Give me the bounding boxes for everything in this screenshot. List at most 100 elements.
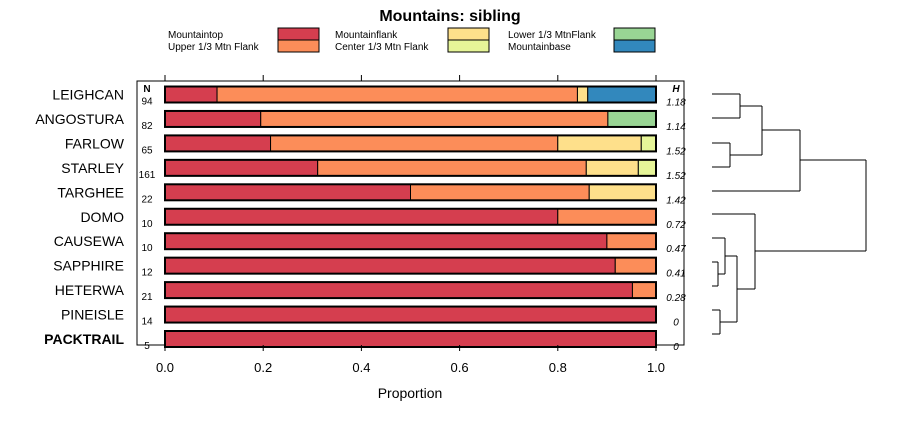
n-value: 14 — [141, 317, 153, 328]
row-label: PINEISLE — [61, 307, 124, 323]
bar-row: DOMO 10 0.72 — [80, 207, 686, 231]
h-value: 1.52 — [666, 146, 686, 157]
legend-swatch — [613, 27, 656, 41]
bar-row: TARGHEE 22 1.42 — [57, 183, 686, 206]
bar-segment — [164, 110, 262, 128]
bar-segment — [164, 257, 616, 275]
bar-outline — [164, 232, 657, 251]
n-value: 21 — [141, 292, 153, 303]
bar-outline — [164, 305, 657, 324]
legend-swatch — [277, 39, 320, 53]
bar-row: PINEISLE 14 0 — [61, 305, 679, 329]
bar-outline — [164, 109, 657, 128]
bar-outline — [164, 330, 657, 348]
bar-row: STARLEY 161 1.52 — [61, 158, 686, 182]
bar-segment — [588, 183, 657, 201]
h-value: 1.52 — [666, 171, 686, 182]
bar-row: ANGOSTURA 82 1.14 — [35, 109, 686, 133]
h-value: 0.47 — [666, 244, 686, 255]
x-axis-label: Proportion — [378, 385, 443, 401]
row-label: FARLOW — [65, 135, 125, 151]
bar-row: LEIGHCAN 94 1.18 — [52, 85, 686, 109]
n-value: 10 — [141, 243, 153, 254]
bar-outline — [164, 207, 657, 226]
bar-segment — [410, 183, 590, 201]
bar-row: CAUSEWA 10 0.47 — [54, 232, 686, 255]
x-tick-label: 0.8 — [549, 360, 567, 375]
dendrogram — [712, 93, 867, 335]
bar-segment — [164, 330, 657, 348]
bar-segment — [557, 134, 642, 152]
x-tick-label: 0.0 — [156, 360, 174, 375]
row-label: HETERWA — [55, 282, 125, 298]
bar-outline — [164, 256, 657, 275]
legend-swatch — [613, 39, 656, 53]
bar-segment — [637, 159, 657, 177]
bar-segment — [585, 159, 639, 177]
bar-segment — [614, 257, 657, 275]
bar-row: SAPPHIRE 12 0.41 — [53, 256, 686, 280]
bar-row: FARLOW 65 1.52 — [65, 134, 686, 157]
bar-row: PACKTRAIL 5 0 — [44, 330, 679, 353]
bar-segment — [216, 86, 578, 103]
legend-label: Mountaintop — [168, 30, 223, 41]
h-value: 1.14 — [666, 122, 686, 133]
bar-segment — [164, 281, 633, 299]
x-tick-label: 0.4 — [352, 360, 370, 375]
legend-label: Center 1/3 Mtn Flank — [335, 42, 429, 53]
bar-segment — [317, 159, 587, 177]
bar-segment — [587, 86, 657, 103]
h-value: 0.28 — [666, 293, 686, 304]
row-label: ANGOSTURA — [35, 111, 124, 127]
bar-outline — [164, 281, 657, 300]
bar-segment — [631, 281, 657, 299]
x-tick-label: 0.2 — [254, 360, 272, 375]
bar-outline — [164, 158, 657, 177]
bar-segment — [164, 183, 411, 201]
legend-swatch — [277, 27, 320, 41]
legend-swatch — [447, 27, 490, 41]
h-value: 0 — [673, 342, 679, 353]
x-tick-label: 1.0 — [647, 360, 665, 375]
chart-title: Mountains: sibling — [379, 8, 520, 25]
n-value: 10 — [141, 219, 153, 230]
legend-label: Upper 1/3 Mtn Flank — [168, 42, 260, 53]
row-label: CAUSEWA — [54, 233, 125, 249]
bar-segment — [270, 134, 559, 152]
bar-outline — [164, 183, 657, 202]
bar-segment — [164, 159, 319, 177]
bar-segment — [260, 110, 609, 128]
legend-swatch — [447, 39, 490, 53]
n-value: 94 — [141, 97, 153, 108]
bar-row: HETERWA 21 0.28 — [55, 281, 686, 304]
bar-segment — [607, 110, 657, 128]
bar-segment — [576, 86, 589, 103]
legend-label: Lower 1/3 MtnFlank — [508, 30, 597, 41]
h-value: 1.42 — [666, 195, 686, 206]
h-value: 0.41 — [666, 269, 685, 280]
n-column-header: N — [143, 84, 150, 95]
bar-outline — [164, 85, 657, 104]
bar-segment — [640, 134, 657, 152]
bar-segment — [164, 232, 608, 250]
row-label: PACKTRAIL — [44, 331, 124, 347]
x-tick-label: 0.6 — [451, 360, 469, 375]
h-column-header: H — [672, 84, 680, 95]
bar-segment — [164, 134, 272, 152]
legend-label: Mountainbase — [508, 42, 571, 53]
x-axis: 0.0 0.2 0.4 0.6 0.8 1.0 — [156, 345, 665, 375]
h-value: 1.18 — [666, 98, 686, 109]
bar-outline — [164, 134, 657, 153]
n-value: 22 — [141, 194, 153, 205]
row-label: LEIGHCAN — [52, 87, 124, 103]
n-value: 161 — [139, 170, 156, 181]
bar-segment — [164, 208, 559, 226]
n-value: 82 — [141, 121, 153, 132]
h-value: 0.72 — [666, 220, 686, 231]
bar-segment — [557, 208, 657, 226]
bar-segment — [606, 232, 657, 250]
legend-label: Mountainflank — [335, 30, 398, 41]
